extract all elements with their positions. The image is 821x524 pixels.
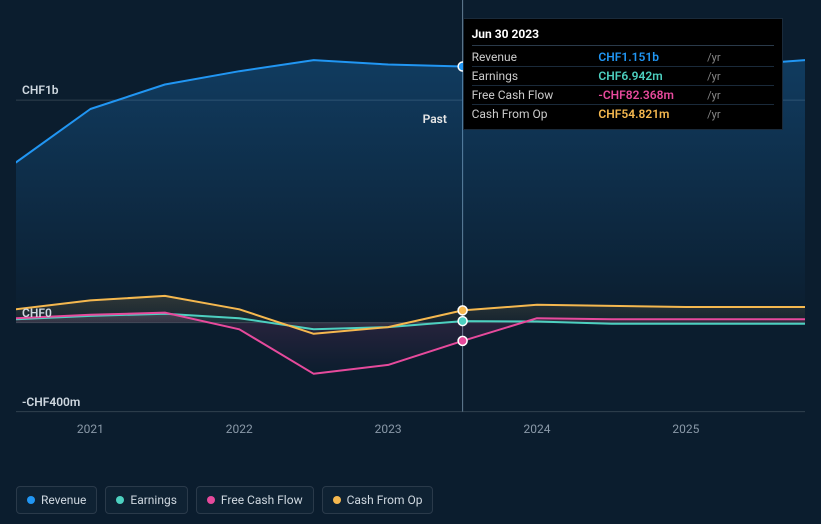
tooltip-row: RevenueCHF1.151b/yr [472, 48, 774, 67]
tooltip-metric-value: CHF1.151b [598, 48, 707, 67]
tooltip-metric-value: CHF6.942m [598, 67, 707, 86]
tooltip-metric-unit: /yr [707, 105, 773, 124]
legend-label: Free Cash Flow [221, 493, 303, 507]
tooltip-metric-label: Cash From Op [472, 105, 599, 124]
tooltip-metric-value: -CHF82.368m [598, 86, 707, 105]
y-axis-label: -CHF400m [22, 395, 80, 409]
y-axis-label: CHF0 [22, 306, 52, 320]
tooltip-metric-unit: /yr [707, 48, 773, 67]
tooltip-metric-label: Free Cash Flow [472, 86, 599, 105]
x-axis-label: 2025 [672, 422, 699, 436]
legend-item[interactable]: Earnings [105, 486, 188, 514]
tooltip-date: Jun 30 2023 [472, 25, 774, 46]
tooltip-row: Cash From OpCHF54.821m/yr [472, 105, 774, 124]
x-axis-label: 2024 [524, 422, 551, 436]
chart-tooltip: Jun 30 2023 RevenueCHF1.151b/yrEarningsC… [463, 18, 783, 130]
financials-chart[interactable]: Past Analysts Forecasts Jun 30 2023 Reve… [16, 0, 805, 480]
legend-item[interactable]: Revenue [16, 486, 97, 514]
legend-dot-icon [207, 496, 215, 504]
legend-item[interactable]: Cash From Op [322, 486, 434, 514]
legend-label: Revenue [41, 493, 86, 507]
x-axis-label: 2021 [77, 422, 104, 436]
hover-marker-fcf [458, 336, 467, 345]
legend-dot-icon [333, 496, 341, 504]
legend-item[interactable]: Free Cash Flow [196, 486, 314, 514]
legend-label: Earnings [130, 493, 177, 507]
legend-label: Cash From Op [347, 493, 423, 507]
chart-legend: Revenue Earnings Free Cash Flow Cash From O… [16, 486, 433, 514]
tooltip-metric-label: Earnings [472, 67, 599, 86]
legend-dot-icon [116, 496, 124, 504]
tooltip-metric-unit: /yr [707, 67, 773, 86]
tooltip-row: Free Cash Flow-CHF82.368m/yr [472, 86, 774, 105]
tooltip-metric-unit: /yr [707, 86, 773, 105]
legend-dot-icon [27, 496, 35, 504]
hover-marker-cfo [458, 306, 467, 315]
tooltip-row: EarningsCHF6.942m/yr [472, 67, 774, 86]
hover-marker-earnings [458, 317, 467, 326]
past-section-label: Past [423, 112, 447, 126]
tooltip-metric-label: Revenue [472, 48, 599, 67]
tooltip-metric-value: CHF54.821m [598, 105, 707, 124]
x-axis-label: 2023 [375, 422, 402, 436]
x-axis-label: 2022 [226, 422, 253, 436]
y-axis-label: CHF1b [22, 83, 59, 97]
